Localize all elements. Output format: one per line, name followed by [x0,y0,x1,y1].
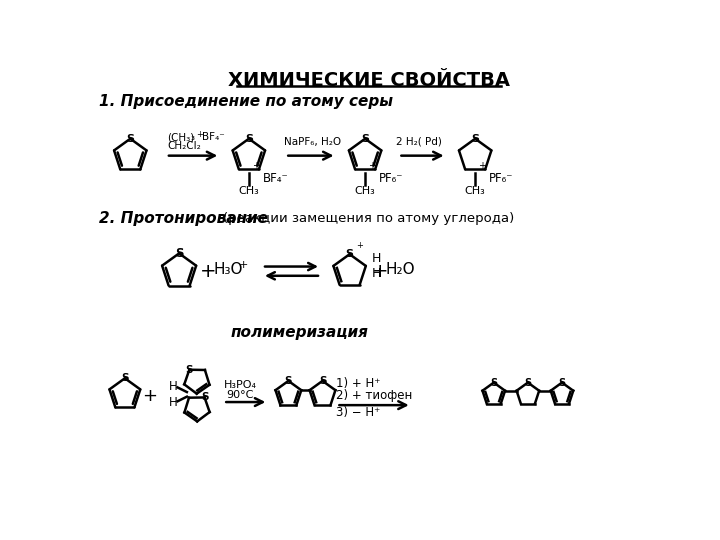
Text: PF₆⁻: PF₆⁻ [379,172,404,185]
Text: S: S [559,377,565,388]
Text: 2) + тиофен: 2) + тиофен [336,389,413,402]
Text: S: S [245,134,253,144]
Text: H: H [169,380,178,393]
Text: S: S [524,377,531,388]
Text: +: + [196,130,203,139]
Text: CH₃: CH₃ [465,186,485,196]
Text: S: S [284,376,292,386]
Text: BF₄⁻: BF₄⁻ [202,132,225,142]
Text: CH₂Cl₂: CH₂Cl₂ [168,141,202,151]
Text: 2. Протонирование: 2. Протонирование [99,211,274,226]
Text: +: + [142,387,157,405]
Text: BF₄⁻: BF₄⁻ [263,172,289,185]
Text: ₃: ₃ [191,132,194,142]
Text: S: S [361,134,369,144]
Text: 90°C: 90°C [227,390,254,400]
Text: +: + [199,262,216,281]
Text: H: H [372,252,382,265]
Text: полимеризация: полимеризация [230,325,368,340]
Text: H: H [372,267,382,280]
Text: CH₃: CH₃ [238,186,259,196]
Text: 2 H₂( Pd): 2 H₂( Pd) [396,137,442,147]
Text: 1. Присоединение по атому серы: 1. Присоединение по атому серы [99,94,393,109]
Text: +: + [478,161,486,171]
Text: +: + [356,241,363,250]
Text: H: H [169,396,178,409]
Text: S: S [471,134,480,144]
Text: S: S [121,373,129,383]
Text: S: S [186,364,193,375]
Text: (CH₃): (CH₃) [168,132,194,142]
Text: H₂O: H₂O [385,262,415,277]
Text: H₃PO₄: H₃PO₄ [224,380,257,390]
Text: (реакции замещения по атому углерода): (реакции замещения по атому углерода) [223,212,515,225]
Text: S: S [175,247,184,260]
Text: CH₃: CH₃ [355,186,376,196]
Text: S: S [319,376,326,386]
Text: +: + [252,161,260,171]
Text: S: S [126,134,135,144]
Text: S: S [201,393,208,402]
Text: NaPF₆, H₂O: NaPF₆, H₂O [284,137,341,147]
Text: +: + [372,262,389,281]
Text: S: S [346,249,354,259]
Text: ХИМИЧЕСКИЕ СВОЙСТВА: ХИМИЧЕСКИЕ СВОЙСТВА [228,71,510,90]
Text: 3) − H⁺: 3) − H⁺ [336,406,381,420]
Text: 1) + H⁺: 1) + H⁺ [336,377,381,390]
Text: +: + [368,161,376,171]
Text: PF₆⁻: PF₆⁻ [489,172,513,185]
Text: +: + [239,260,248,270]
Text: S: S [490,377,498,388]
Text: H₃O: H₃O [213,262,243,277]
